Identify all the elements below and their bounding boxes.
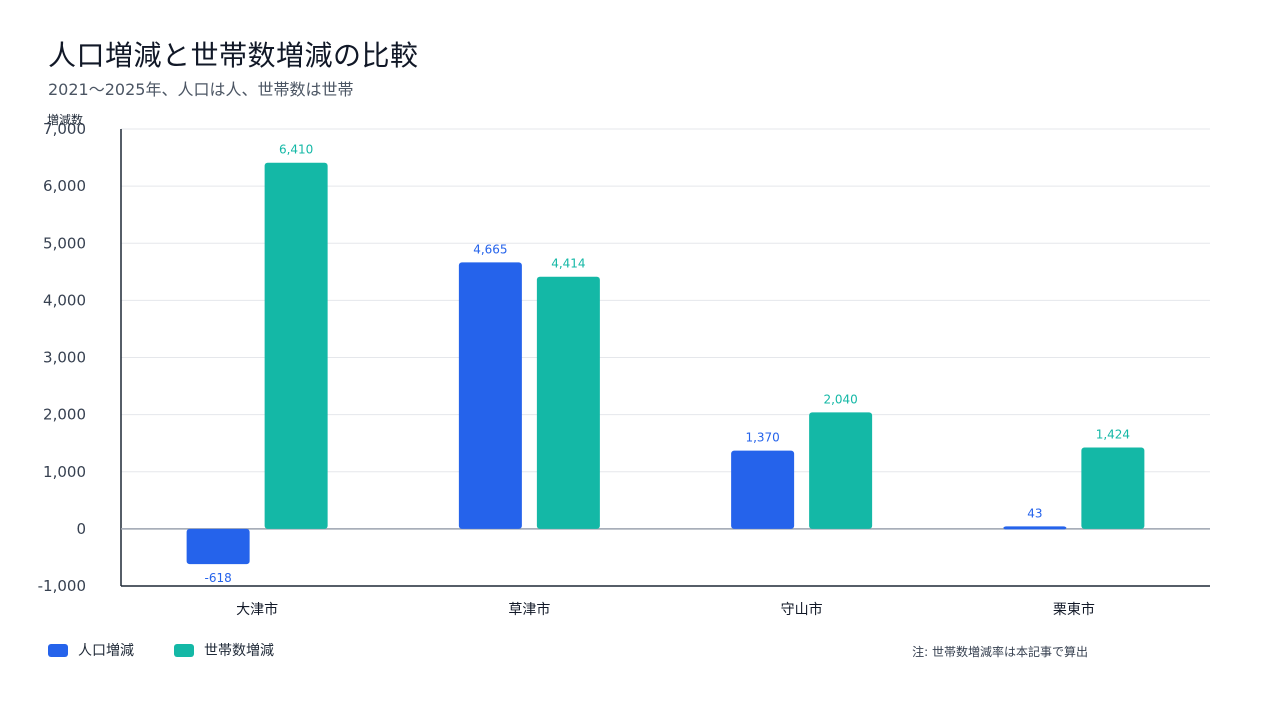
legend-item-households[interactable]: 世帯数増減	[174, 640, 274, 660]
y-tick-label: 5,000	[43, 234, 86, 252]
legend-label-households: 世帯数増減	[204, 643, 274, 659]
legend-swatch-households	[174, 643, 194, 657]
y-tick-label: 4,000	[43, 291, 86, 309]
data-label-households-3: 2,040	[823, 392, 857, 406]
legend-swatch-population	[48, 643, 68, 657]
data-label-households-1: 6,410	[279, 143, 313, 157]
y-tick-label: 6,000	[43, 177, 86, 195]
chart-title: 人口増減と世帯数増減の比較	[48, 39, 419, 72]
data-label-households-2: 4,414	[551, 257, 585, 271]
bar-households-4	[1081, 447, 1145, 529]
y-tick-label: 7,000	[43, 120, 86, 138]
y-axis-label: 増減数	[47, 112, 83, 127]
data-label-population-2: 4,665	[473, 242, 507, 256]
y-tick-label: 2,000	[43, 406, 86, 424]
bar-population-2	[458, 262, 522, 529]
chart-subtitle: 2021～2025年、人口は人、世帯数は世帯	[48, 80, 354, 99]
bar-population-4	[1003, 526, 1067, 530]
bar-households-1	[264, 162, 328, 529]
x-tick-label: 草津市	[508, 601, 550, 618]
x-tick-label: 大津市	[236, 601, 278, 618]
legend-label-population: 人口増減	[78, 643, 134, 659]
y-tick-label: -1,000	[38, 577, 86, 595]
bar-population-3	[731, 450, 795, 529]
bar-households-2	[536, 276, 600, 529]
bar-population-1	[186, 528, 250, 565]
data-label-households-4: 1,424	[1096, 428, 1130, 442]
legend-item-population[interactable]: 人口増減	[48, 640, 134, 660]
y-tick-label: 1,000	[43, 463, 86, 481]
bar-households-3	[809, 412, 873, 529]
footnote: 注: 世帯数増減率は本記事で算出	[912, 645, 1088, 659]
data-label-population-3: 1,370	[745, 431, 779, 445]
x-tick-label: 栗東市	[1053, 601, 1095, 618]
data-label-population-1: -618	[205, 571, 232, 585]
x-tick-label: 守山市	[781, 601, 823, 618]
legend: 人口増減 世帯数増減	[48, 640, 314, 660]
y-tick-label: 0	[76, 520, 86, 538]
data-label-population-4: 43	[1027, 506, 1042, 520]
y-tick-label: 3,000	[43, 349, 86, 367]
